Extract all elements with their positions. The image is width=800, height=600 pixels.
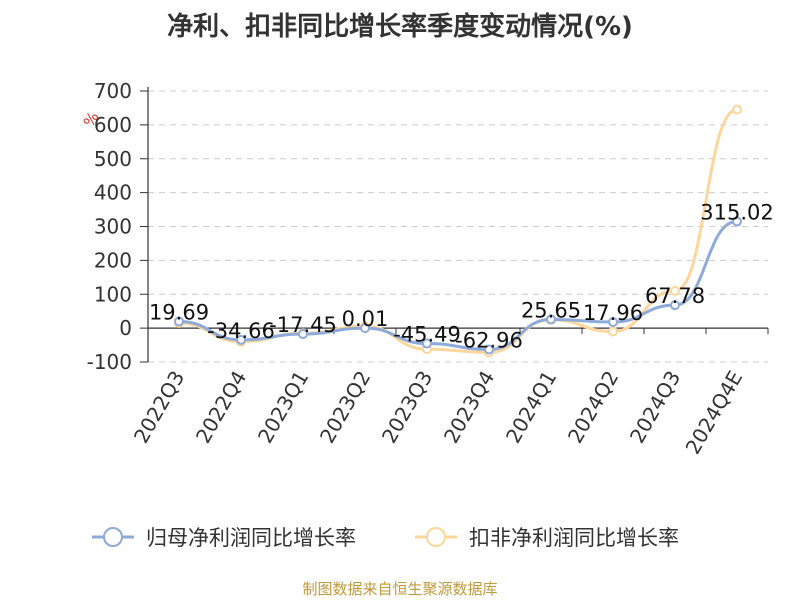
series-lines: [174, 104, 742, 358]
x-tick-label: 2022Q4: [191, 367, 251, 448]
data-point[interactable]: [484, 344, 494, 355]
source-note: 制图数据来自恒生聚源数据库: [302, 580, 498, 598]
data-point[interactable]: [608, 326, 618, 337]
legend-label[interactable]: 归母净利润同比增长率: [146, 526, 356, 550]
y-tick-label: 600: [94, 113, 132, 137]
data-point[interactable]: [360, 323, 370, 334]
data-label: 0.01: [342, 307, 389, 331]
data-point[interactable]: [236, 334, 246, 345]
x-tick-label: 2023Q2: [315, 367, 375, 448]
legend-label[interactable]: 扣非净利润同比增长率: [469, 526, 679, 550]
y-tick-label: 500: [94, 147, 132, 171]
data-label: 315.02: [700, 200, 773, 224]
y-tick-label: 300: [94, 215, 132, 239]
x-tick-label: 2023Q3: [377, 367, 437, 448]
data-point[interactable]: [422, 338, 432, 349]
data-point[interactable]: [732, 104, 742, 115]
y-tick-label: -100: [87, 350, 132, 374]
y-tick-label: 400: [94, 181, 132, 205]
data-labels: 19.69-34.66-17.45 0.01-45.49-62.96 25.65 17…: [149, 200, 774, 352]
data-label: 67.78: [645, 284, 705, 308]
legend-marker: [103, 527, 123, 547]
x-tick-label: 2024Q2: [563, 367, 623, 448]
data-point[interactable]: [732, 216, 742, 227]
data-point[interactable]: [670, 285, 680, 296]
data-label: -34.66: [207, 319, 275, 343]
data-label: -45.49: [393, 323, 461, 347]
series-line: [178, 219, 738, 351]
x-tick-label: 2023Q1: [253, 367, 313, 448]
data-label: 19.69: [149, 300, 209, 324]
x-tick-label: 2023Q4: [439, 367, 499, 448]
grid-lines: [148, 90, 768, 363]
data-label: -17.45: [269, 313, 337, 337]
series-line: [178, 108, 738, 355]
y-tick-label: 100: [94, 282, 132, 306]
legend-marker: [426, 527, 446, 547]
data-label: 25.65: [521, 298, 581, 322]
data-point[interactable]: [670, 300, 680, 311]
data-label: 17.96: [583, 301, 643, 325]
y-tick-label: 0: [119, 316, 132, 340]
data-point[interactable]: [608, 317, 618, 328]
x-tick-label: 2022Q3: [129, 367, 189, 448]
y-tick-label: 200: [94, 248, 132, 272]
x-tick-label: 2024Q4E: [681, 367, 748, 459]
legend: 归母净利润同比增长率 扣非净利润同比增长率: [92, 526, 679, 550]
y-tick-label: 700: [94, 79, 132, 103]
x-tick-label: 2024Q1: [501, 367, 561, 448]
data-point[interactable]: [174, 316, 184, 327]
chart-title: 净利、扣非同比增长率季度变动情况(%): [167, 12, 633, 42]
data-point[interactable]: [298, 329, 308, 340]
x-tick-label: 2024Q3: [625, 367, 685, 448]
data-label: -62.96: [455, 328, 523, 352]
data-point[interactable]: [546, 314, 556, 325]
